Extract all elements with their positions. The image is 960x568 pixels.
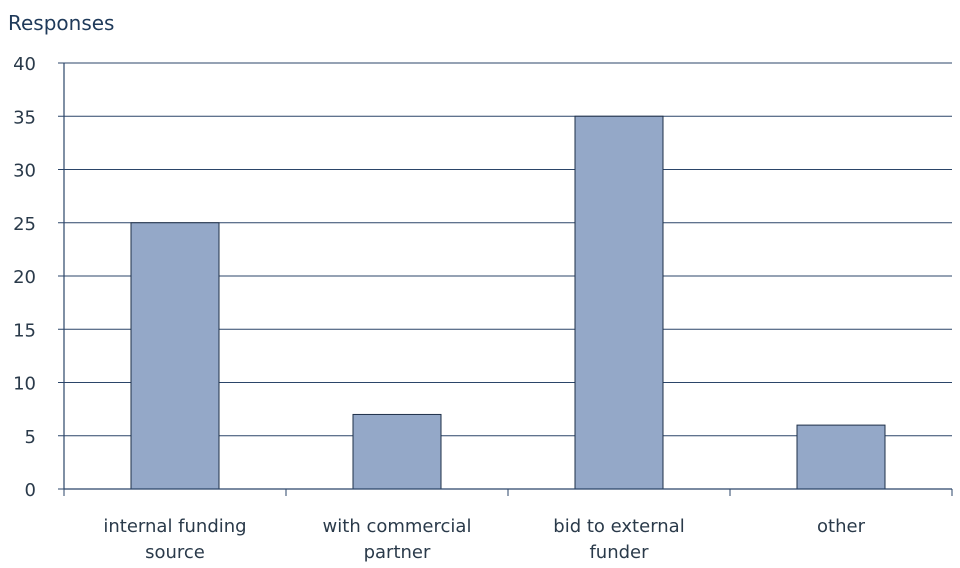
x-tick-label: internal funding source — [103, 516, 246, 563]
x-tick-label: with commercial partner — [323, 516, 472, 563]
x-tick-label: bid to external funder — [553, 516, 684, 563]
bar — [796, 424, 886, 490]
y-tick-label: 20 — [13, 267, 36, 288]
bar — [130, 222, 220, 490]
y-tick-label: 15 — [13, 320, 36, 341]
y-tick-label: 35 — [13, 107, 36, 128]
y-tick-label: 25 — [13, 214, 36, 235]
y-axis-label: Responses — [8, 11, 114, 35]
y-tick-label: 10 — [13, 374, 36, 395]
bar — [574, 115, 664, 490]
x-tick-labels: internal funding source with commercial par… — [103, 516, 865, 563]
y-tick-label: 5 — [25, 427, 36, 448]
axes — [63, 63, 953, 496]
y-tick-label: 40 — [13, 54, 36, 75]
y-tick-label: 0 — [25, 480, 36, 501]
y-tick-labels: 0 5 10 15 20 25 30 35 40 — [13, 54, 64, 501]
y-tick-label: 30 — [13, 161, 36, 182]
bars — [130, 115, 886, 490]
bar — [352, 413, 442, 490]
x-tick-label: other — [817, 516, 866, 537]
